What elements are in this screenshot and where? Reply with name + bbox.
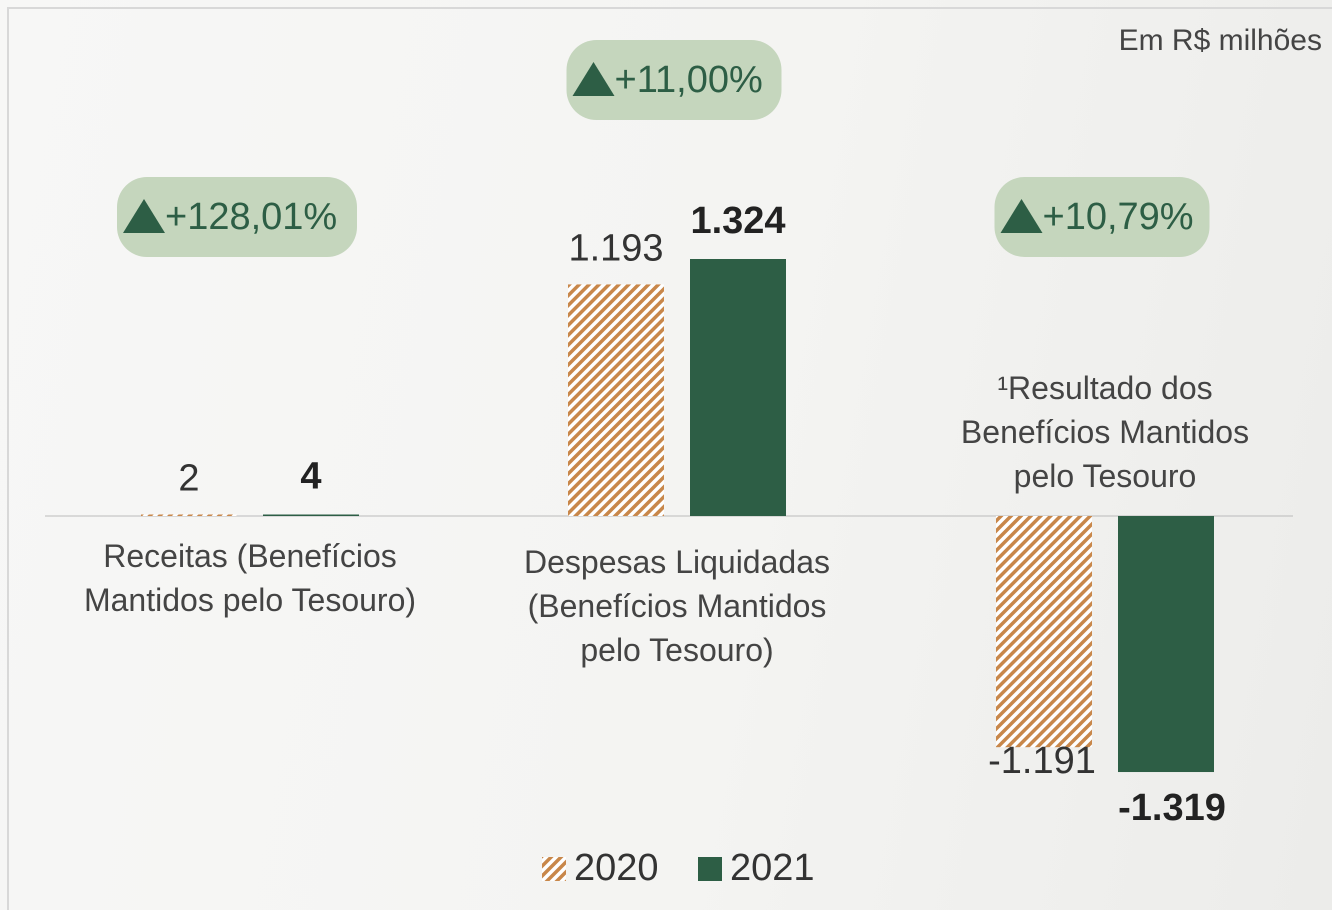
badge <box>117 177 357 257</box>
bar <box>263 514 359 516</box>
value-label: 2 <box>178 458 199 500</box>
legend-swatch <box>542 857 566 881</box>
bar <box>690 259 786 516</box>
category-label: ¹Resultado dos Benefícios Mantidos pelo … <box>960 370 1250 494</box>
frame <box>7 7 1332 910</box>
bar <box>996 516 1092 748</box>
value-label: 1.324 <box>690 200 785 242</box>
up-triangle <box>572 62 615 96</box>
up-triangle <box>1000 199 1043 233</box>
up-triangle <box>123 199 165 233</box>
category-label: Receitas (Benefícios Mantidos pelo Tesou… <box>83 538 417 618</box>
badge <box>566 40 782 120</box>
value-label: -1.319 <box>1118 787 1226 829</box>
unit-note: Em R$ milhões <box>1119 24 1322 57</box>
change-annotation: +11,00% <box>615 59 763 101</box>
value-label: 1.193 <box>568 227 663 269</box>
badge <box>994 177 1210 257</box>
legend-label: 2020 <box>574 847 659 889</box>
value-label: -1.191 <box>988 740 1096 782</box>
change-annotation: +128,01% <box>165 196 337 238</box>
category-label: Despesas Liquidadas (Benefícios Mantidos… <box>524 544 830 668</box>
bar <box>141 514 237 516</box>
bar <box>568 284 664 516</box>
legend-swatch <box>698 857 722 881</box>
legend-label: 2021 <box>730 847 815 889</box>
bar <box>1118 516 1214 773</box>
value-label: 4 <box>300 456 321 498</box>
change-annotation: +10,79% <box>1043 196 1194 238</box>
